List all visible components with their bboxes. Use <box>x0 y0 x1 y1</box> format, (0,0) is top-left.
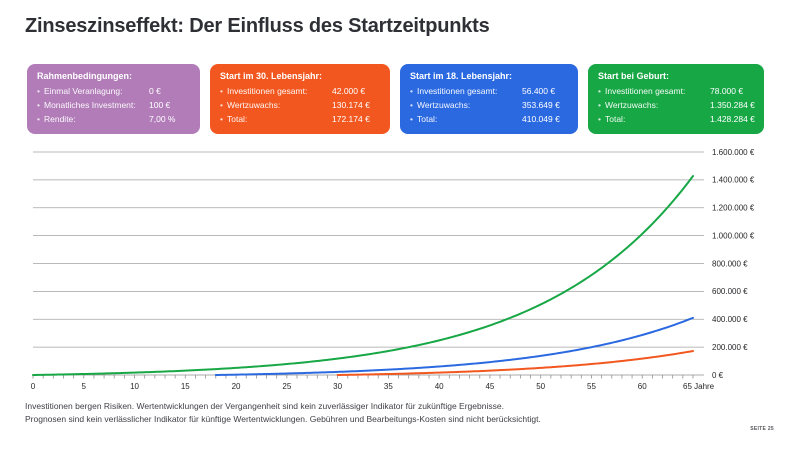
stat-label: Wertzuwachs: <box>226 100 281 110</box>
disclaimer: Investitionen bergen Risiken. Wertentwic… <box>25 400 541 426</box>
bullet-icon: • <box>598 86 601 96</box>
bullet-icon: • <box>37 100 40 110</box>
stat-label: Total: <box>226 114 248 124</box>
bullet-icon: • <box>410 114 413 124</box>
stat-value: 42.000 € <box>332 86 366 96</box>
bullet-icon: • <box>37 86 40 96</box>
stat-label: Total: <box>604 114 626 124</box>
stat-value: 7,00 % <box>149 114 176 124</box>
bullet-icon: • <box>220 100 223 110</box>
stat-row: • Rendite: 7,00 % <box>37 112 190 126</box>
stat-label: Investitionen gesamt: <box>416 86 498 96</box>
stat-label: Einmal Veranlagung: <box>43 86 123 96</box>
svg-text:50: 50 <box>536 382 545 391</box>
stat-label: Wertzuwachs: <box>604 100 659 110</box>
bullet-icon: • <box>598 114 601 124</box>
svg-text:60: 60 <box>638 382 647 391</box>
svg-text:45: 45 <box>485 382 494 391</box>
stat-row: • Wertzuwachs: 1.350.284 € <box>598 98 755 112</box>
page-title: Zinseszinseffekt: Der Einfluss des Start… <box>25 15 490 37</box>
info-box-start-30: Start im 30. Lebensjahr: • Investitionen … <box>210 64 390 134</box>
svg-text:1.200.000 €: 1.200.000 € <box>712 204 755 213</box>
bullet-icon: • <box>220 86 223 96</box>
svg-text:400.000 €: 400.000 € <box>712 315 748 324</box>
stat-row: • Total: 172.174 € <box>220 112 380 126</box>
stat-row: • Wertzuwachs: 130.174 € <box>220 98 380 112</box>
info-box-start-geburt: Start bei Geburt: • Investitionen gesamt:… <box>588 64 764 134</box>
svg-text:200.000 €: 200.000 € <box>712 343 748 352</box>
bullet-icon: • <box>598 100 601 110</box>
info-box-title: Start im 30. Lebensjahr: <box>220 71 323 81</box>
stat-value: 56.400 € <box>522 86 556 96</box>
svg-text:10: 10 <box>130 382 139 391</box>
stat-value: 78.000 € <box>710 86 744 96</box>
svg-text:1.400.000 €: 1.400.000 € <box>712 176 755 185</box>
svg-text:600.000 €: 600.000 € <box>712 287 748 296</box>
svg-text:20: 20 <box>232 382 241 391</box>
stat-value: 130.174 € <box>332 100 370 110</box>
disclaimer-line1: Investitionen bergen Risiken. Wertentwic… <box>25 401 504 411</box>
info-box-rahmenbedingungen: Rahmenbedingungen: • Einmal Veranlagung: … <box>27 64 200 134</box>
bullet-icon: • <box>410 100 413 110</box>
page-number: SEITE 25 <box>750 426 774 432</box>
stat-value: 100 € <box>149 100 171 110</box>
stat-row: • Total: 1.428.284 € <box>598 112 755 126</box>
stat-value: 172.174 € <box>332 114 370 124</box>
stat-value: 1.350.284 € <box>710 100 755 110</box>
svg-text:1.600.000 €: 1.600.000 € <box>712 148 755 157</box>
stat-label: Investitionen gesamt: <box>604 86 686 96</box>
stat-label: Total: <box>416 114 438 124</box>
bullet-icon: • <box>410 86 413 96</box>
stat-row: • Investitionen gesamt: 42.000 € <box>220 84 380 98</box>
svg-text:1.000.000 €: 1.000.000 € <box>712 231 755 240</box>
stat-label: Rendite: <box>43 114 76 124</box>
disclaimer-line2: Prognosen sind kein verlässlicher Indika… <box>25 414 541 424</box>
stat-label: Investitionen gesamt: <box>226 86 308 96</box>
svg-text:5: 5 <box>82 382 87 391</box>
info-box-title: Start im 18. Lebensjahr: <box>410 71 513 81</box>
stat-row: • Investitionen gesamt: 78.000 € <box>598 84 754 98</box>
info-boxes: Rahmenbedingungen: • Einmal Veranlagung: … <box>27 64 764 134</box>
stat-row: • Monatliches Investment: 100 € <box>37 98 190 112</box>
stat-label: Monatliches Investment: <box>43 100 136 110</box>
svg-text:25: 25 <box>282 382 291 391</box>
svg-text:65 Jahre: 65 Jahre <box>683 382 715 391</box>
stat-value: 1.428.284 € <box>710 114 755 124</box>
info-box-title: Start bei Geburt: <box>598 71 670 81</box>
stat-value: 353.649 € <box>522 100 560 110</box>
stat-row: • Investitionen gesamt: 56.400 € <box>410 84 568 98</box>
info-box-start-18: Start im 18. Lebensjahr: • Investitionen … <box>400 64 578 134</box>
svg-text:55: 55 <box>587 382 596 391</box>
stat-label: Wertzuwachs: <box>416 100 471 110</box>
compound-interest-chart: 0 € 200.000 € 400.000 € 600.000 € 800.000 € 1… <box>31 148 755 391</box>
bullet-icon: • <box>220 114 223 124</box>
stat-row: • Wertzuwachs: 353.649 € <box>410 98 568 112</box>
svg-text:40: 40 <box>435 382 444 391</box>
svg-text:800.000 €: 800.000 € <box>712 259 748 268</box>
svg-text:0: 0 <box>31 382 36 391</box>
svg-text:15: 15 <box>181 382 190 391</box>
svg-text:30: 30 <box>333 382 342 391</box>
svg-text:35: 35 <box>384 382 393 391</box>
svg-text:0 €: 0 € <box>712 371 724 380</box>
stat-row: • Total: 410.049 € <box>410 112 568 126</box>
stat-row: • Einmal Veranlagung: 0 € <box>37 84 190 98</box>
stat-value: 0 € <box>149 86 161 96</box>
bullet-icon: • <box>37 114 40 124</box>
stat-value: 410.049 € <box>522 114 560 124</box>
info-box-title: Rahmenbedingungen: <box>37 71 132 81</box>
